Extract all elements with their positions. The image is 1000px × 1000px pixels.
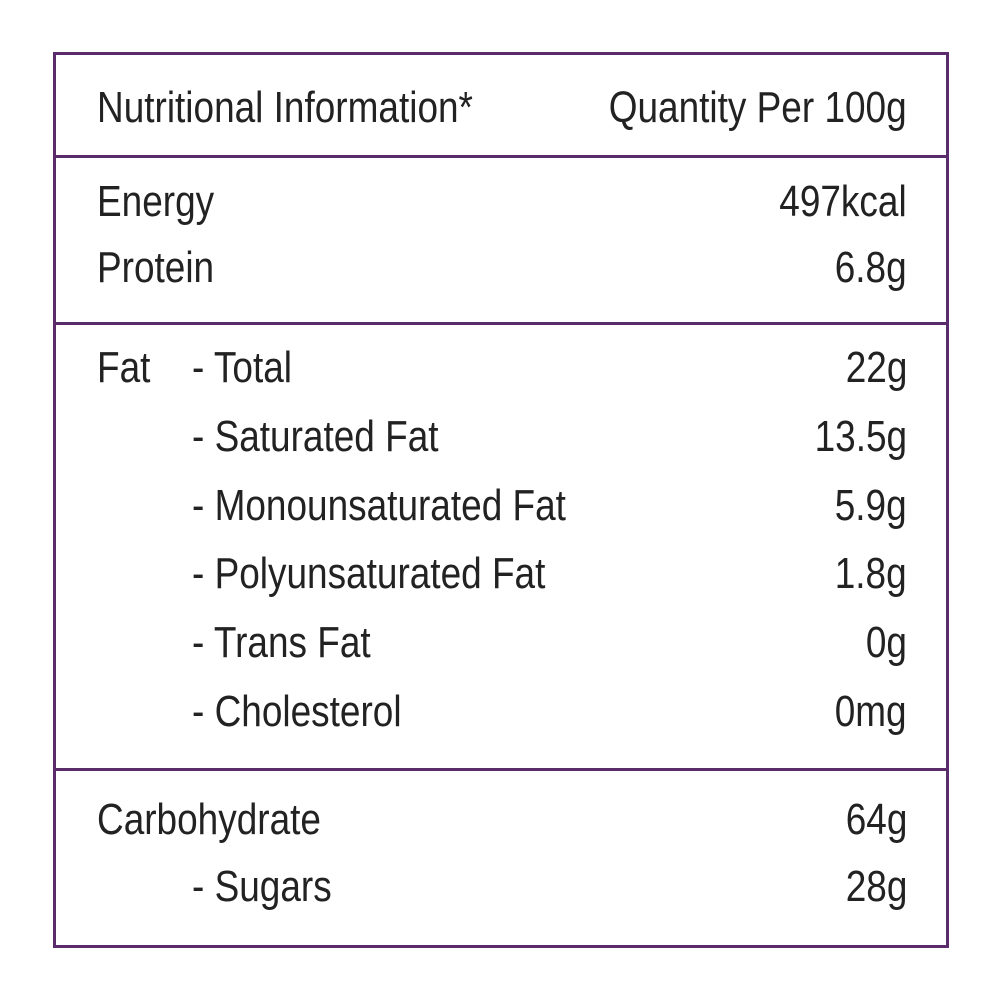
row-value: 0mg (835, 687, 907, 736)
row-label: - Cholesterol (192, 687, 402, 736)
row-value: 0g (865, 618, 907, 668)
row-label: - Total (192, 343, 292, 392)
row-value: 6.8g (835, 243, 907, 292)
row-value: 22g (845, 343, 907, 392)
divider (56, 155, 946, 158)
row-label: - Polyunsaturated Fat (192, 549, 546, 599)
row-prefix: Fat (97, 343, 151, 392)
row-label: Energy (97, 177, 215, 226)
divider (56, 322, 946, 325)
divider (56, 768, 946, 771)
row-value: 497kcal (779, 177, 907, 226)
row-value: 64g (845, 795, 907, 844)
row-label: Carbohydrate (97, 795, 321, 844)
row-label: - Saturated Fat (192, 411, 439, 461)
header-left: Nutritional Information* (97, 83, 473, 132)
row-label: Protein (97, 243, 215, 292)
header-right: Quantity Per 100g (609, 83, 907, 132)
row-value: 5.9g (835, 480, 907, 530)
row-label: - Sugars (192, 862, 332, 911)
row-value: 1.8g (835, 549, 907, 599)
nutrition-panel: Nutritional Information* Quantity Per 10… (53, 52, 949, 948)
row-value: 13.5g (814, 411, 907, 461)
row-label: - Trans Fat (192, 618, 371, 668)
row-label: - Monounsaturated Fat (192, 480, 566, 530)
row-value: 28g (845, 862, 907, 911)
